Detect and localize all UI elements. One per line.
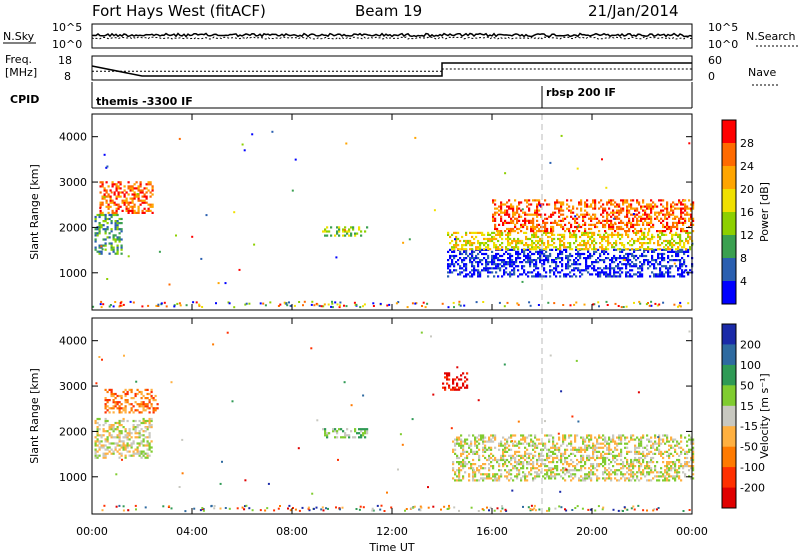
velocity-ytick-label: 1000	[59, 471, 87, 484]
velocity-colorbar-label: Velocity [m s⁻¹]	[758, 373, 771, 458]
nave-tick-low: 0	[708, 70, 715, 83]
cpid-segment-2: rbsp 200 IF	[546, 86, 616, 99]
velocity-colorbar-swatch	[722, 405, 736, 427]
power-ground-scatter	[92, 300, 690, 309]
power-ytick-label: 3000	[59, 176, 87, 189]
power-panel: 1000 2000 3000 4000 Slant Range [km] 28 24 20…	[28, 113, 771, 311]
nave-trace	[92, 68, 692, 72]
velocity-panel: 1000 2000 3000 4000 Slant Range [km] 200 100…	[28, 317, 771, 515]
power-colorbar-swatch	[722, 120, 736, 144]
power-colorbar-swatch	[722, 235, 736, 259]
cpid-segment-1: themis -3300 IF	[96, 95, 193, 108]
velocity-colorbar-swatch	[722, 344, 736, 366]
nsearch-trace	[91, 36, 693, 40]
cpid-panel: CPID themis -3300 IF rbsp 200 IF	[10, 82, 693, 109]
power-region-4	[447, 231, 694, 251]
power-colorbar-swatch	[722, 166, 736, 190]
velocity-ytick-label: 2000	[59, 425, 87, 438]
power-colorbar-swatch	[722, 281, 736, 305]
time-tick-label: 16:00	[476, 525, 508, 538]
velocity-colorbar-tick: -50	[740, 441, 758, 454]
velocity-region-0	[94, 417, 153, 459]
noise-tick-high-left: 10^5	[52, 21, 82, 34]
freq-tick-low: 8	[64, 70, 71, 83]
time-tick-label: 00:00	[76, 525, 108, 538]
time-tick-label: 08:00	[276, 525, 308, 538]
velocity-colorbar-tick: 100	[740, 359, 761, 372]
velocity-colorbar-tick: 50	[740, 379, 754, 392]
time-tick-label: 20:00	[576, 525, 608, 538]
velocity-colorbar-tick: -200	[740, 482, 765, 495]
velocity-region-1	[104, 388, 159, 414]
power-ytick-label: 2000	[59, 221, 87, 234]
power-ytick-label: 1000	[59, 267, 87, 280]
velocity-colorbar-swatch	[722, 487, 736, 509]
freq-trace	[91, 62, 692, 77]
time-axis: 00:00 04:00 08:00 12:00 16:00 20:00 00:00	[76, 114, 708, 538]
time-tick-label: 00:00	[676, 525, 708, 538]
power-colorbar-swatch	[722, 189, 736, 213]
power-colorbar-tick: 4	[740, 275, 747, 288]
power-colorbar-tick: 20	[740, 183, 754, 196]
power-region-5	[492, 199, 695, 233]
velocity-ground-scatter	[101, 504, 691, 513]
velocity-colorbar-swatch	[722, 324, 736, 345]
freq-tick-high: 18	[58, 54, 72, 67]
noise-tick-low-right: 10^0	[708, 38, 738, 51]
time-tick-label: 12:00	[376, 525, 408, 538]
power-colorbar-tick: 12	[740, 229, 754, 242]
freq-label: Freq.	[5, 53, 32, 66]
velocity-colorbar-swatch	[722, 364, 736, 386]
noise-tick-high-right: 10^5	[708, 21, 738, 34]
velocity-colorbar-tick: 200	[740, 338, 761, 351]
velocity-colorbar-tick: 15	[740, 400, 754, 413]
velocity-ylabel: Slant Range [km]	[28, 368, 41, 464]
beam-label: Beam 19	[355, 2, 422, 20]
velocity-colorbar-swatch	[722, 426, 736, 448]
velocity-speckle	[95, 330, 691, 495]
power-colorbar-tick: 28	[740, 137, 754, 150]
velocity-region-2	[322, 428, 369, 439]
freq-units-label: [MHz]	[5, 66, 37, 79]
cpid-label: CPID	[10, 93, 39, 106]
nave-label: Nave	[748, 66, 776, 79]
frequency-panel: Freq. [MHz] 18 8 60 0 Nave	[5, 53, 778, 86]
noise-tick-low-left: 10^0	[52, 38, 82, 51]
velocity-colorbar-tick: -100	[740, 461, 765, 474]
power-colorbar-swatch	[722, 212, 736, 236]
power-region-3	[447, 248, 694, 278]
velocity-ytick-label: 4000	[59, 335, 87, 348]
power-speckle	[99, 130, 694, 286]
nsky-trace	[91, 32, 693, 38]
nsky-label: N.Sky	[3, 30, 35, 43]
velocity-region-4	[442, 372, 469, 391]
power-colorbar-label: Power [dB]	[758, 182, 771, 242]
power-ytick-label: 4000	[59, 131, 87, 144]
radar-title: Fort Hays West (fitACF)	[92, 2, 266, 20]
date-label: 21/Jan/2014	[588, 2, 679, 20]
power-region-0	[94, 213, 123, 255]
velocity-colorbar-tick: -15	[740, 420, 758, 433]
power-ylabel: Slant Range [km]	[28, 164, 41, 260]
velocity-colorbar-swatch	[722, 467, 736, 488]
power-colorbar-tick: 16	[740, 206, 754, 219]
velocity-colorbar-swatch	[722, 446, 736, 468]
power-colorbar-tick: 8	[740, 252, 747, 265]
velocity-region-3	[452, 434, 695, 482]
nsearch-label: N.Search	[746, 30, 796, 43]
power-region-2	[322, 226, 369, 237]
velocity-ytick-label: 3000	[59, 380, 87, 393]
velocity-colorbar-swatch	[722, 385, 736, 407]
time-tick-label: 04:00	[176, 525, 208, 538]
power-colorbar-tick: 24	[740, 160, 754, 173]
noise-panel: N.Sky 10^5 10^0 10^5 10^0 N.Search	[3, 21, 798, 51]
power-colorbar-swatch	[722, 143, 736, 167]
power-colorbar-swatch	[722, 258, 736, 282]
time-axis-label: Time UT	[368, 541, 414, 554]
nave-tick-high: 60	[708, 54, 722, 67]
